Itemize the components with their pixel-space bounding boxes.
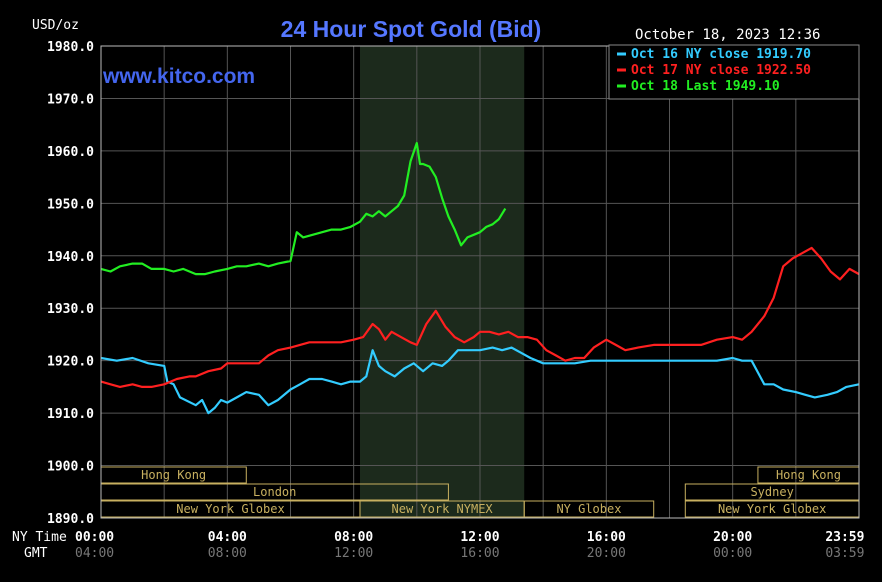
y-tick-label: 1940.0	[47, 250, 94, 265]
x-tick-label-ny: 16:00	[587, 530, 626, 545]
x-tick-label-ny: 20:00	[713, 530, 752, 545]
y-tick-label: 1980.0	[47, 40, 94, 55]
x-tick-label-gmt: 03:59	[825, 546, 864, 561]
kitco-watermark: www.kitco.com	[102, 65, 255, 88]
y-tick-label: 1900.0	[47, 460, 94, 475]
y-tick-label: 1890.0	[47, 512, 94, 527]
x-tick-label-ny: 08:00	[334, 530, 373, 545]
nymex-session-highlight	[359, 46, 525, 518]
x-tick-label-gmt: 12:00	[334, 546, 373, 561]
session-label: Sydney	[750, 485, 793, 499]
session-label: London	[253, 485, 296, 499]
x-tick-label-ny: 00:00	[75, 530, 114, 545]
y-axis: 1890.0 1900.0 1910.0 1920.0 1930.0 1940.0 1950…	[47, 40, 94, 527]
chart-timestamp: October 18, 2023 12:36	[635, 27, 820, 43]
session-label: New York Globex	[718, 502, 826, 516]
x-tick-label-ny: 04:00	[208, 530, 247, 545]
session-bar	[523, 500, 655, 518]
chart-title: 24 Hour Spot Gold (Bid)	[281, 16, 542, 42]
x-tick-label-gmt: 00:00	[713, 546, 752, 561]
y-tick-label: 1910.0	[47, 407, 94, 422]
trading-sessions: Hong Kong Hong Kong London Sydney New York G…	[100, 466, 860, 518]
legend-entry: Oct 17 NY close 1922.50	[631, 63, 811, 78]
y-axis-unit-label: USD/oz	[32, 18, 79, 33]
series-line-oct-18	[100, 141, 507, 276]
session-label: Hong Kong	[141, 468, 206, 482]
session-label: NY Globex	[556, 502, 621, 516]
x-axis: NY TimeGMT00:0004:0004:0008:0008:0012:00…	[12, 530, 864, 561]
x-tick-label-ny: 23:59	[825, 530, 864, 545]
legend-box	[608, 44, 860, 100]
x-tick-label-gmt: 08:00	[208, 546, 247, 561]
x-tick-label-ny: 12:00	[460, 530, 499, 545]
session-label: Hong Kong	[776, 468, 841, 482]
legend-entry: Oct 16 NY close 1919.70	[631, 47, 811, 62]
x-axis-title: NY Time	[12, 530, 67, 545]
plot-frame	[100, 45, 860, 519]
price-lines	[100, 141, 860, 415]
y-tick-label: 1970.0	[47, 92, 94, 107]
series-line-oct-17	[100, 246, 860, 388]
session-label: New York NYMEX	[392, 502, 494, 516]
x-tick-label-gmt: 04:00	[75, 546, 114, 561]
y-tick-label: 1960.0	[47, 145, 94, 160]
legend-entry: Oct 18 Last 1949.10	[631, 79, 780, 94]
y-tick-label: 1920.0	[47, 355, 94, 370]
series-line-oct-16	[100, 346, 860, 415]
gmt-axis-title: GMT	[24, 546, 48, 561]
x-tick-label-gmt: 20:00	[587, 546, 626, 561]
x-tick-label-gmt: 16:00	[460, 546, 499, 561]
session-label: New York Globex	[176, 502, 284, 516]
y-tick-label: 1950.0	[47, 197, 94, 212]
y-tick-label: 1930.0	[47, 302, 94, 317]
